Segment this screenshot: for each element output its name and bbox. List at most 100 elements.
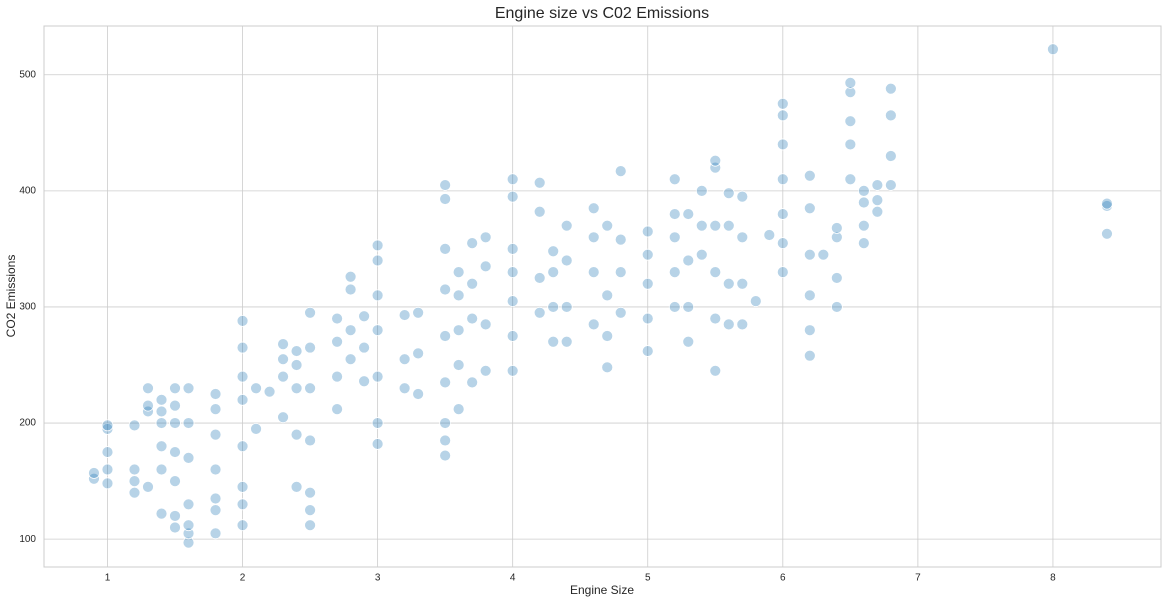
point <box>371 438 384 450</box>
point <box>169 521 181 534</box>
point <box>587 231 600 244</box>
point <box>277 370 289 383</box>
point <box>803 202 816 215</box>
point <box>277 411 289 424</box>
point <box>304 382 316 395</box>
point <box>439 330 452 342</box>
y-tick-label: 500 <box>19 69 36 80</box>
point <box>844 115 857 128</box>
point <box>857 237 870 249</box>
point <box>736 190 749 203</box>
point <box>709 364 722 377</box>
point <box>601 330 614 342</box>
point <box>452 359 465 371</box>
point <box>871 205 884 218</box>
point <box>209 428 222 441</box>
point <box>236 480 249 493</box>
point <box>371 254 384 267</box>
point <box>614 233 627 246</box>
point <box>398 309 411 321</box>
x-tick-label: 1 <box>105 573 111 584</box>
point <box>803 248 816 261</box>
point <box>290 480 303 493</box>
point <box>439 179 452 191</box>
point <box>412 347 425 360</box>
point <box>803 169 816 182</box>
point <box>506 173 519 186</box>
point <box>709 266 722 279</box>
point <box>358 375 371 388</box>
point <box>209 463 222 476</box>
point <box>236 498 249 511</box>
point <box>776 173 789 186</box>
point <box>182 417 195 429</box>
point <box>776 208 789 220</box>
point <box>506 330 519 342</box>
point <box>547 301 560 313</box>
point <box>466 277 479 290</box>
plot-area <box>43 25 1162 568</box>
point <box>128 419 141 432</box>
point <box>844 173 857 186</box>
x-tick-label: 3 <box>375 573 381 584</box>
y-tick-label: 400 <box>19 185 36 196</box>
point <box>344 270 357 283</box>
point <box>101 446 114 458</box>
point <box>641 277 654 290</box>
point <box>209 388 222 400</box>
point <box>560 254 573 267</box>
point <box>830 272 843 284</box>
point <box>479 231 492 244</box>
point <box>844 76 857 89</box>
point <box>371 289 384 302</box>
point <box>101 477 114 490</box>
x-tick-label: 8 <box>1050 573 1056 584</box>
point <box>844 138 857 151</box>
point <box>1101 227 1113 240</box>
point <box>506 243 519 255</box>
point <box>358 310 371 323</box>
point <box>142 382 154 395</box>
point <box>439 417 452 429</box>
point <box>560 219 573 232</box>
point <box>641 248 654 261</box>
point <box>668 208 681 220</box>
point <box>479 318 492 331</box>
point <box>155 440 168 453</box>
point <box>533 272 546 284</box>
y-tick-label: 300 <box>19 302 36 313</box>
point <box>722 187 735 200</box>
point <box>182 382 195 395</box>
point <box>169 382 181 395</box>
point <box>506 295 519 308</box>
point <box>736 277 749 290</box>
point <box>736 318 749 331</box>
point <box>871 194 884 207</box>
point <box>236 393 249 406</box>
point <box>884 150 897 162</box>
point <box>601 361 614 374</box>
chart-title: Engine size vs C02 Emissions <box>495 5 709 22</box>
point <box>709 219 722 232</box>
point <box>155 405 168 418</box>
point <box>304 504 316 517</box>
point <box>533 176 546 189</box>
point <box>439 283 452 296</box>
point <box>236 440 249 453</box>
point <box>331 403 343 416</box>
point <box>682 335 695 348</box>
point <box>344 283 357 296</box>
point <box>479 260 492 273</box>
point <box>722 219 735 232</box>
point <box>884 179 897 191</box>
point <box>128 463 141 476</box>
point <box>533 205 546 218</box>
point <box>641 345 654 357</box>
y-tick-label: 200 <box>19 418 36 429</box>
point <box>601 289 614 302</box>
point <box>857 184 870 197</box>
point <box>209 492 222 505</box>
point <box>101 419 114 432</box>
point <box>263 385 276 398</box>
